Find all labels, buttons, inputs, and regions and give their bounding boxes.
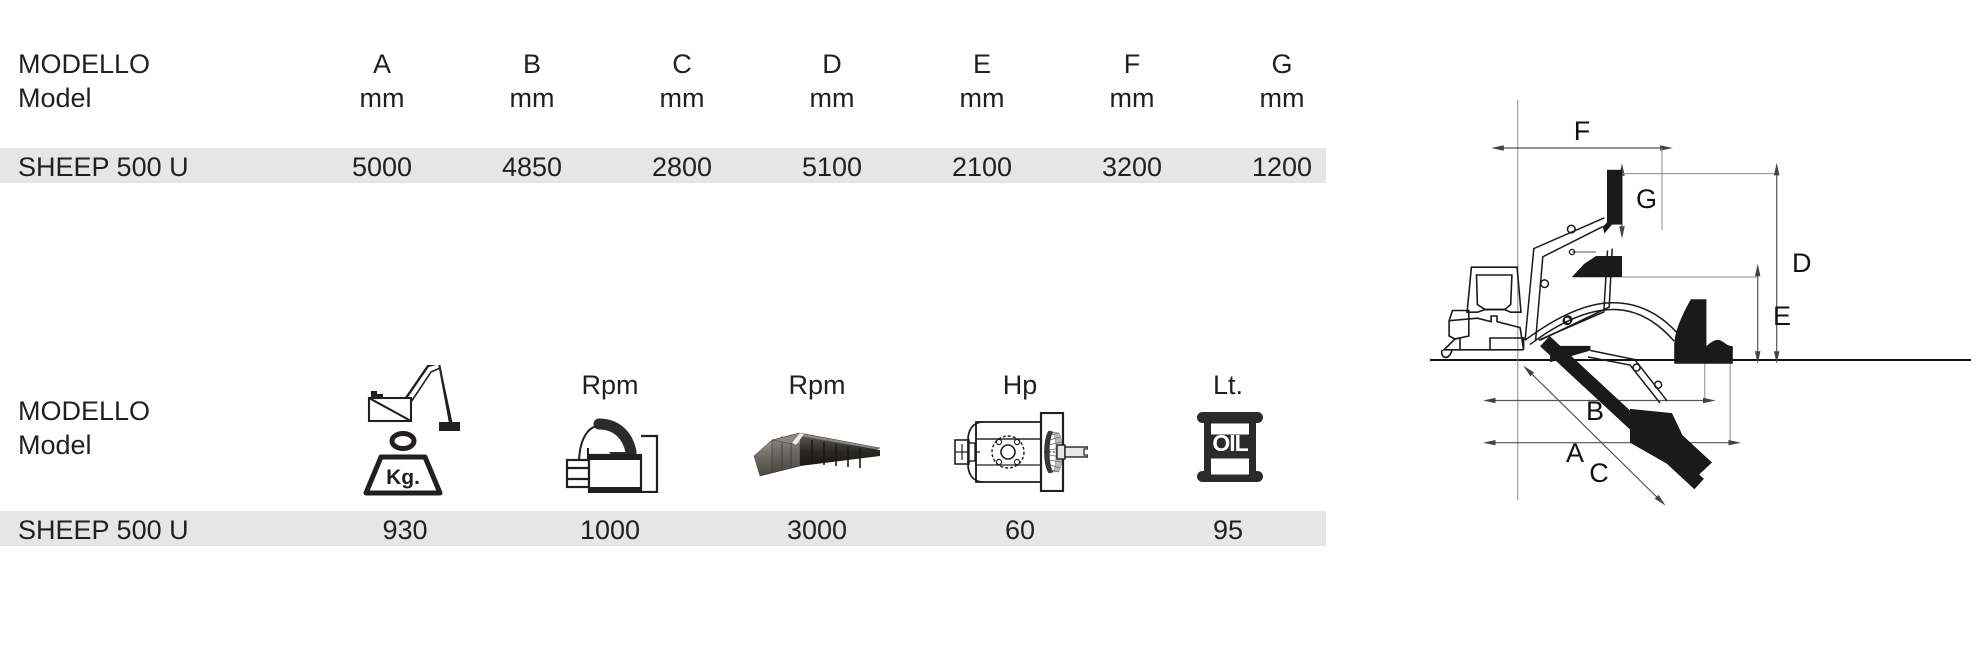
svg-text:C: C <box>1589 458 1609 488</box>
svg-text:E: E <box>1773 301 1791 331</box>
svg-text:OIL: OIL <box>1212 430 1248 456</box>
svg-text:F: F <box>1574 116 1591 146</box>
svg-text:Kg.: Kg. <box>386 466 420 489</box>
svg-text:A: A <box>1566 438 1584 468</box>
svg-text:G: G <box>1636 184 1657 214</box>
svg-text:D: D <box>1792 248 1812 278</box>
